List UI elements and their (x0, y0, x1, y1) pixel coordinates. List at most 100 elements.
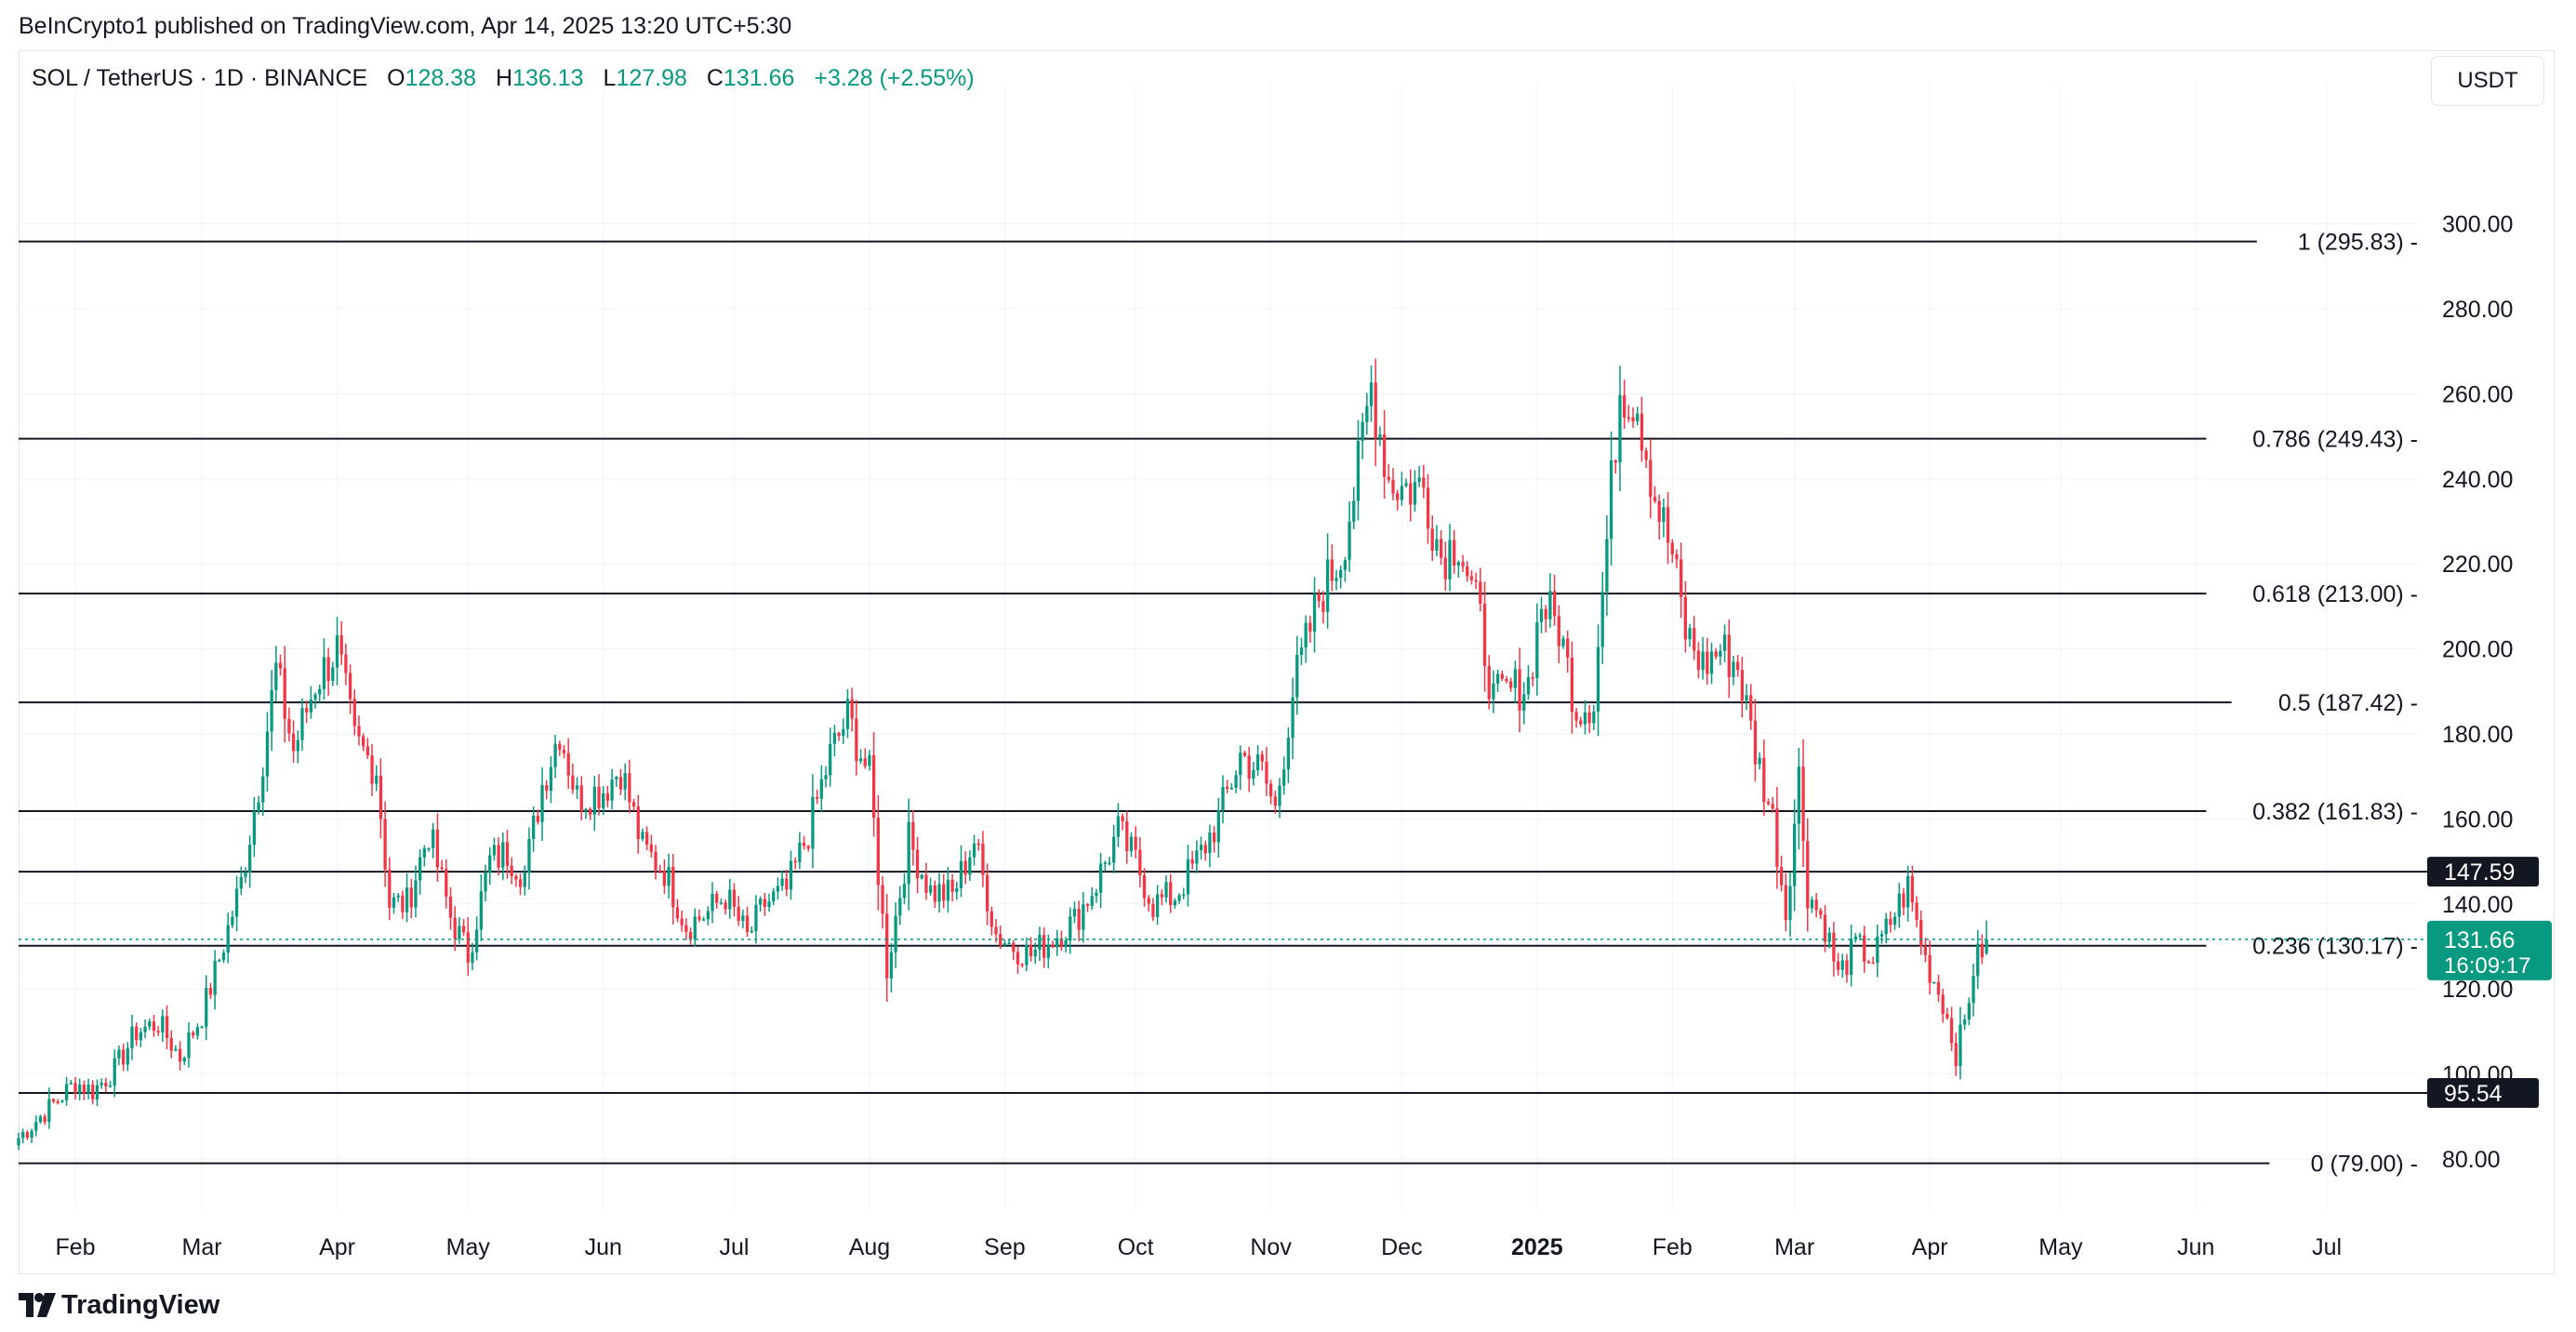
candle-body (318, 688, 322, 695)
candle-body (566, 753, 570, 776)
candle-body (1469, 576, 1474, 580)
candle-body (466, 932, 470, 963)
candle-body (1374, 382, 1377, 438)
candle-body (618, 777, 623, 790)
x-tick-label: Nov (1250, 1234, 1292, 1260)
candle-body (658, 870, 662, 872)
candle-body (396, 895, 400, 898)
candle-body (824, 775, 828, 779)
candle-body (322, 657, 326, 689)
open-value: 128.38 (405, 65, 477, 91)
candle-body (383, 819, 387, 870)
candle-body (1879, 934, 1884, 937)
candle-body (724, 902, 727, 910)
candle-body (182, 1058, 186, 1062)
candle-body (1056, 938, 1059, 948)
candle-body (697, 916, 701, 920)
candle-body (1823, 914, 1827, 942)
candle-body (445, 869, 448, 897)
candle-body (759, 899, 763, 905)
candle-body (858, 758, 863, 762)
currency-button[interactable]: USDT (2431, 56, 2544, 106)
candle-body (1177, 895, 1181, 901)
candle-body (435, 829, 440, 868)
candle-body (1719, 650, 1722, 657)
candle-body (1268, 783, 1273, 797)
x-tick-label: Jun (2177, 1234, 2214, 1260)
candle-body (248, 845, 252, 872)
candle-body (25, 1132, 30, 1139)
candle-body (121, 1049, 126, 1065)
candle-body (667, 866, 671, 886)
y-tick-label: 120.00 (2442, 977, 2513, 1003)
candle-body (1369, 382, 1374, 406)
open-label: O (387, 65, 405, 91)
y-tick-label: 140.00 (2442, 892, 2513, 918)
candle-body (1400, 486, 1404, 500)
candle-body (252, 811, 257, 846)
candle-body (562, 750, 566, 753)
candle-body (1042, 935, 1046, 958)
candle-body (1949, 1018, 1954, 1044)
candle-body (401, 895, 405, 912)
candle-body (1173, 900, 1177, 906)
candle-body (126, 1047, 129, 1065)
candle-body (1229, 787, 1234, 790)
candle-body (1453, 539, 1456, 566)
candle-body (1147, 898, 1150, 904)
x-tick-label: Jun (585, 1234, 622, 1260)
candle-body (501, 842, 505, 868)
candle-body (1714, 651, 1718, 657)
candle-body (348, 673, 352, 699)
candle-body (728, 889, 732, 910)
candle-body (82, 1085, 86, 1094)
candle-body (688, 931, 693, 939)
candle-body (1422, 477, 1426, 488)
candle-body (1343, 560, 1348, 570)
candle-body (1871, 962, 1875, 965)
candle-body (1482, 604, 1487, 666)
candle-body (1670, 542, 1674, 555)
x-tick-label: May (446, 1234, 491, 1260)
high-label: H (496, 65, 513, 91)
candle-body (1085, 904, 1090, 906)
candle-body (1509, 681, 1513, 688)
candle-body (532, 815, 536, 840)
candle-body (829, 743, 832, 776)
last-price-label: 131.66 (2444, 927, 2515, 953)
candle-body (1413, 482, 1417, 505)
candle-body (1108, 862, 1111, 864)
candle-body (471, 952, 474, 963)
candles (17, 358, 1988, 1151)
candle-body (432, 829, 435, 848)
candle-body (1448, 539, 1452, 579)
candle-body (187, 1032, 191, 1059)
candle-body (1046, 944, 1050, 958)
candle-body (1495, 673, 1500, 684)
candle-body (885, 913, 889, 979)
tradingview-logo[interactable]: TradingView (19, 1288, 219, 1322)
candle-body (1125, 821, 1129, 852)
candle-body (793, 860, 797, 863)
candle-body (1959, 1024, 1962, 1067)
candle-body (1609, 460, 1613, 539)
candle-body (1653, 497, 1657, 501)
candle-body (1683, 596, 1687, 640)
candle-body (135, 1026, 139, 1041)
price-tag-label: 95.54 (2444, 1081, 2503, 1107)
candle-body (414, 880, 418, 908)
x-tick-label: Mar (1774, 1234, 1814, 1260)
candle-body (1479, 581, 1482, 605)
candle-body (1273, 796, 1277, 806)
candle-body (1456, 562, 1461, 566)
fib-level-label: 0.618 (213.00) - (2252, 581, 2418, 607)
candle-body (819, 779, 823, 799)
candle-body (1793, 823, 1797, 886)
candle-body (1963, 1019, 1967, 1025)
symbol-name[interactable]: SOL / TetherUS · 1D · BINANCE (32, 65, 368, 91)
candle-body (1967, 1003, 1971, 1019)
candle-body (1762, 757, 1766, 803)
candle-body (1308, 622, 1312, 633)
candle-body (1003, 943, 1007, 946)
candle-body (1255, 754, 1260, 770)
